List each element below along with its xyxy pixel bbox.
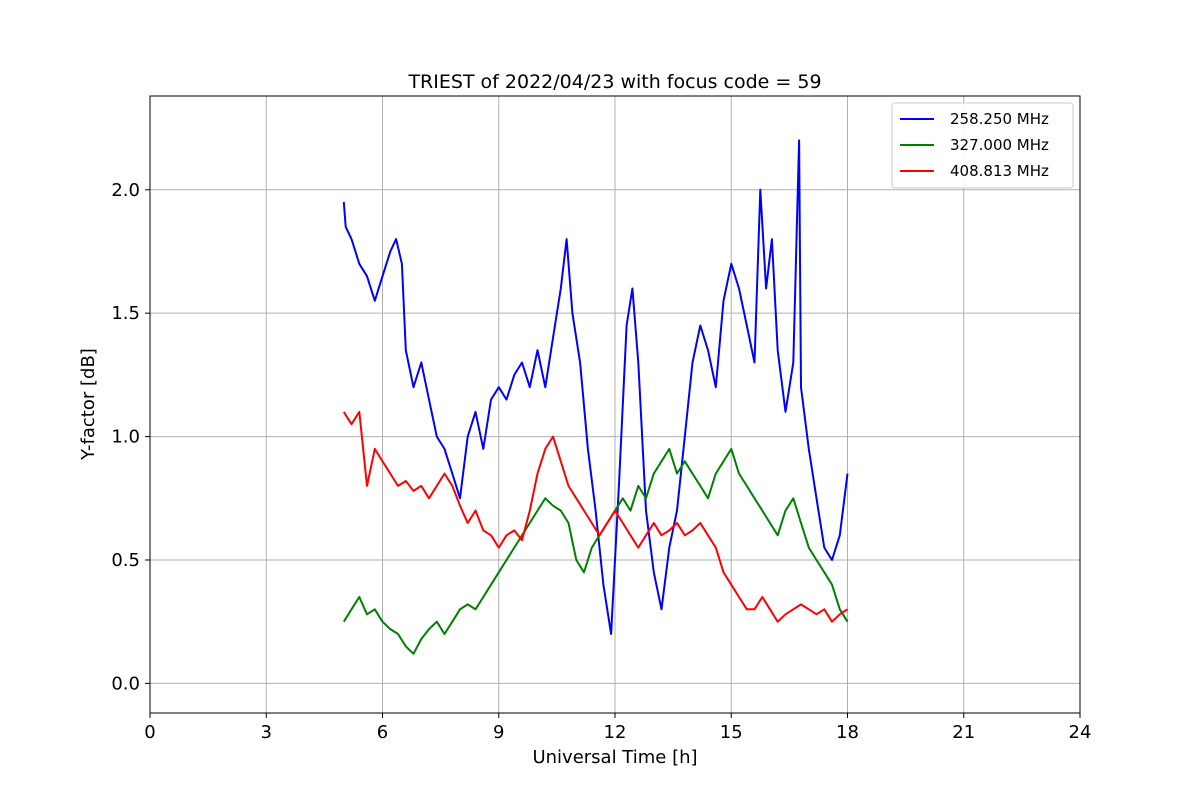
y-tick-label: 0.5 <box>111 550 140 571</box>
x-tick-label: 15 <box>720 722 743 743</box>
y-axis-title: Y-factor [dB] <box>78 348 99 461</box>
legend: 258.250 MHz 327.000 MHz 408.813 MHz <box>891 102 1074 189</box>
x-tick-label: 0 <box>144 722 155 743</box>
y-tick-label: 2.0 <box>111 180 140 201</box>
series-line-258-250-mhz <box>342 139 849 635</box>
chart-title: TRIEST of 2022/04/23 with focus code = 5… <box>407 71 821 93</box>
x-tick-label: 9 <box>493 722 504 743</box>
axis-ticks: 0 3 6 9 12 15 18 21 24 0.0 0.5 1.0 1.5 2.0 <box>111 180 1091 743</box>
series-line-408-813-mhz <box>342 410 849 623</box>
x-tick-label: 21 <box>952 722 975 743</box>
legend-box <box>891 102 1074 189</box>
legend-label: 258.250 MHz <box>950 110 1049 128</box>
legend-label: 327.000 MHz <box>950 136 1049 154</box>
legend-label: 408.813 MHz <box>950 162 1049 180</box>
series-layer <box>342 139 849 655</box>
y-tick-label: 1.0 <box>111 427 140 448</box>
y-tick-label: 0.0 <box>111 673 140 694</box>
x-tick-label: 6 <box>377 722 388 743</box>
series-line-327-000-mhz <box>342 447 849 655</box>
x-tick-label: 3 <box>261 722 272 743</box>
x-tick-label: 18 <box>836 722 859 743</box>
x-tick-label: 24 <box>1069 722 1092 743</box>
x-axis-title: Universal Time [h] <box>532 747 697 768</box>
y-tick-label: 1.5 <box>111 303 140 324</box>
x-tick-label: 12 <box>604 722 627 743</box>
